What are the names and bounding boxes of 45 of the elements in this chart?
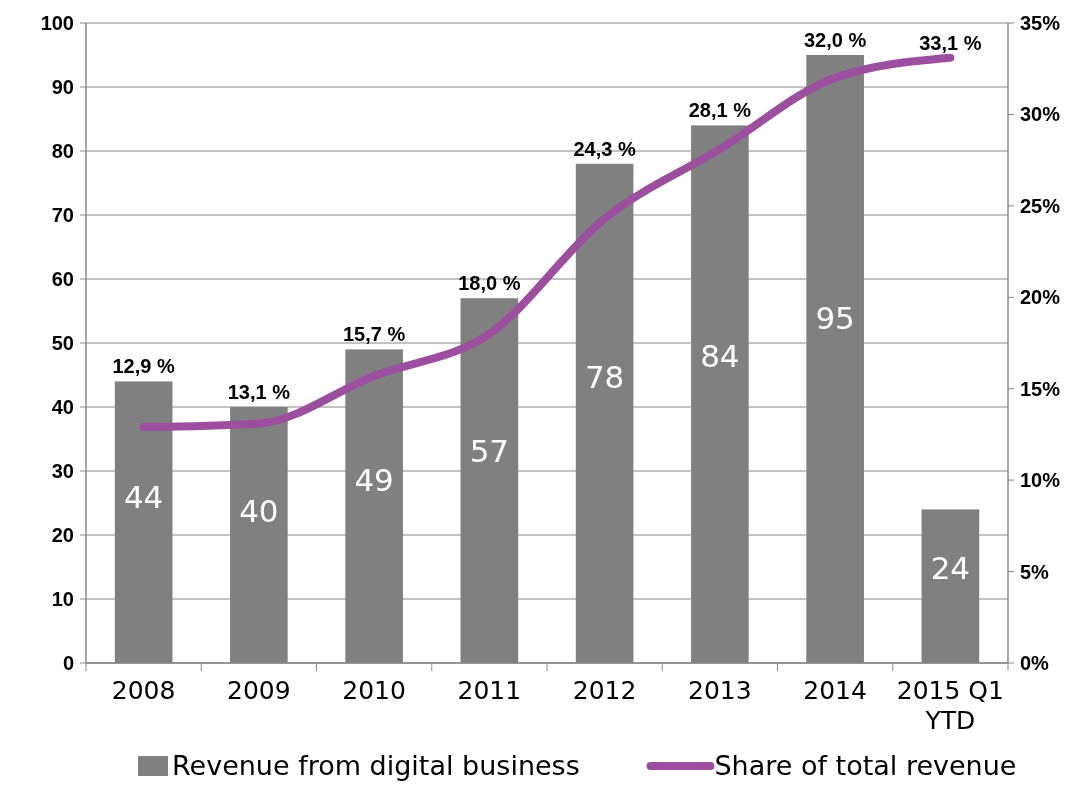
data-label: 33,1 % [919, 31, 982, 54]
y2-tick-label: 10% [1020, 469, 1061, 492]
y-tick-label: 100 [40, 12, 74, 34]
data-label: 18,0 % [458, 272, 521, 295]
y-tick-label: 60 [51, 268, 74, 290]
y-tick-label: 40 [51, 396, 74, 418]
y-tick-label: 0 [62, 652, 74, 674]
y2-tick-label: 35% [1020, 12, 1061, 34]
data-label: 24 [930, 549, 971, 586]
data-label: 15,7 % [342, 323, 406, 346]
y-tick-label: 70 [51, 204, 74, 226]
x-tick-label: 2015 Q1 YTD [896, 676, 1004, 735]
data-label: 28,1 % [688, 99, 752, 122]
y2-tick-label: 30% [1020, 103, 1061, 126]
y-tick-label: 10 [51, 588, 74, 610]
y-tick-label: 30 [51, 460, 74, 482]
x-tick-label: 2014 [803, 676, 867, 705]
y-tick-label: 20 [51, 524, 74, 546]
data-label: 95 [815, 299, 855, 336]
y2-tick-label: 20% [1020, 286, 1061, 309]
data-label: 12,9 % [112, 355, 175, 378]
y2-tick-label: 5% [1020, 560, 1050, 583]
x-tick-label: 2008 [111, 676, 176, 705]
x-tick-label: 2012 [572, 676, 637, 705]
data-label: 44 [123, 479, 164, 516]
legend-label: Revenue from digital business [172, 750, 580, 781]
y2-tick-label: 25% [1020, 194, 1061, 217]
data-label: 24,3 % [573, 137, 636, 160]
y-tick-label: 80 [51, 140, 74, 162]
x-tick-label: 2009 [227, 676, 291, 705]
x-tick-label: 2013 [688, 676, 752, 705]
y2-tick-label: 15% [1020, 377, 1061, 400]
data-label: 78 [584, 359, 625, 396]
data-label: 49 [354, 461, 394, 498]
y-tick-label: 90 [51, 76, 74, 98]
data-label: 84 [700, 338, 740, 375]
x-tick-label: 2011 [457, 676, 522, 705]
legend-label: Share of total revenue [714, 750, 1017, 781]
data-label: 40 [239, 493, 279, 530]
data-label: 13,1 % [227, 381, 291, 403]
data-label: 57 [469, 433, 510, 470]
y2-tick-label: 0% [1020, 652, 1050, 674]
x-tick-label: 2010 [342, 676, 406, 705]
data-label: 32,0 % [803, 29, 867, 51]
y-tick-label: 50 [51, 332, 74, 354]
